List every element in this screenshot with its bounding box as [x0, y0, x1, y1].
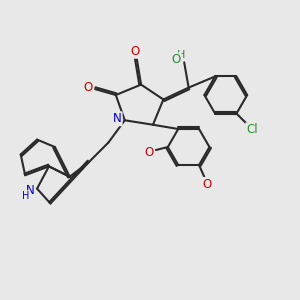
Text: O: O: [145, 146, 154, 159]
Text: O: O: [84, 81, 93, 94]
Text: H: H: [22, 191, 29, 201]
Text: N: N: [26, 184, 35, 196]
Text: O: O: [130, 45, 140, 58]
Text: N: N: [113, 112, 122, 125]
Text: O: O: [203, 178, 212, 191]
Text: H: H: [177, 50, 185, 60]
Text: O: O: [171, 53, 181, 66]
Text: Cl: Cl: [246, 123, 258, 136]
